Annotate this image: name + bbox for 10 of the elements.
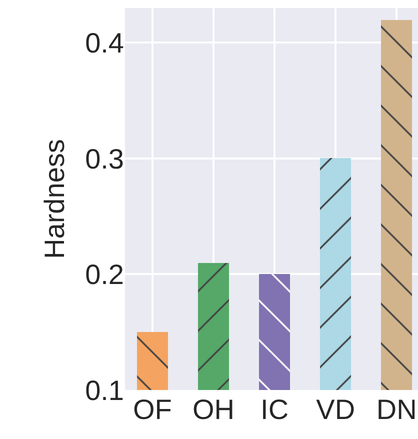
- x-tick-label: IC: [260, 394, 289, 425]
- x-tick-label: OH: [192, 394, 235, 425]
- x-tick-label: VD: [316, 394, 356, 425]
- y-tick-label: 0.4: [85, 28, 124, 59]
- y-tick-label: 0.3: [85, 143, 124, 174]
- y-tick-label: 0.2: [85, 259, 124, 290]
- x-tick-label: OF: [133, 394, 172, 425]
- y-axis-title: Hardness: [38, 139, 70, 259]
- x-tick-label: DN: [376, 394, 417, 425]
- y-tick-label: 0.1: [85, 374, 124, 406]
